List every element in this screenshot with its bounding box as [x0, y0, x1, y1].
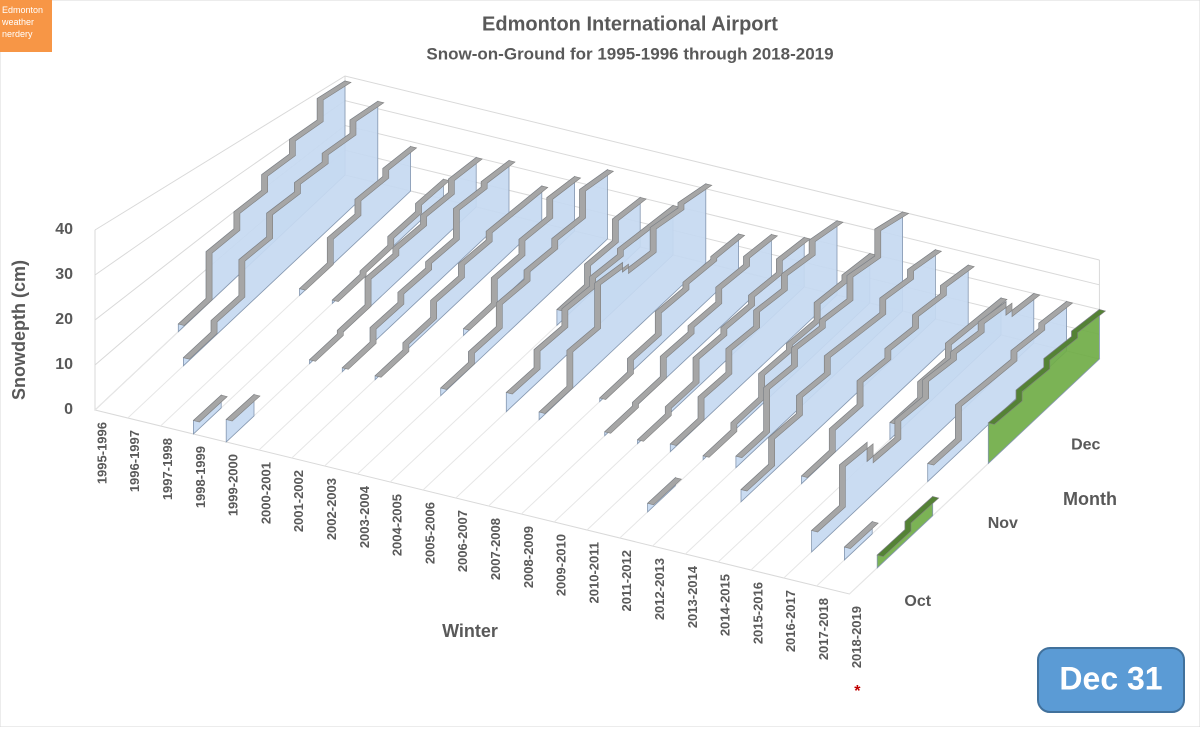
- ribbon-top: [599, 233, 746, 400]
- ribbon-top: [735, 211, 910, 459]
- depth-tick-label: 2003-2004: [357, 485, 372, 548]
- ribbon-top: [440, 169, 615, 390]
- date-badge: [1037, 647, 1185, 713]
- ribbon-top: [308, 157, 483, 362]
- depth-tick-label: 2017-2018: [816, 598, 831, 660]
- chart-title: Edmonton International Airport: [482, 13, 778, 35]
- ribbon-top: [800, 264, 975, 478]
- depth-axis-label: Winter: [442, 621, 498, 641]
- ribbon-top: [987, 309, 1107, 425]
- depth-tick-label: 1998-1999: [193, 446, 208, 508]
- depth-tick-label: 2011-2012: [619, 550, 634, 611]
- ribbon-top: [927, 301, 1074, 466]
- depth-tick-label: 2008-2009: [521, 526, 536, 588]
- depth-tick-label: 2001-2002: [291, 470, 306, 532]
- ribbon-top: [182, 100, 385, 360]
- chart-subtitle: Snow-on-Ground for 1995-1996 through 201…: [426, 44, 833, 63]
- ribbon-top: [740, 249, 943, 492]
- ribbon-top: [225, 394, 261, 422]
- date-badge-text: Dec 31: [1059, 660, 1162, 696]
- depth-tick-label: 2015-2016: [750, 582, 765, 644]
- x-tick-label: Dec: [1071, 437, 1100, 454]
- depth-tick-label: 2006-2007: [455, 510, 470, 572]
- logo-wrap: Edmonton weather nerdery: [2, 5, 44, 39]
- y-tick-label: 40: [55, 221, 73, 238]
- depth-tick-label: 2012-2013: [652, 558, 667, 620]
- x-tick-label: Nov: [988, 515, 1018, 532]
- ribbon-top: [192, 394, 228, 423]
- ribbon-top: [604, 234, 779, 434]
- depth-tick-label: 1995-1996: [94, 422, 109, 484]
- depth-tick-label: 2009-2010: [554, 534, 569, 596]
- y-axis-label: Snowdepth (cm): [9, 260, 29, 400]
- depth-tick-label: 2000-2001: [258, 462, 273, 524]
- ribbon-top: [298, 146, 418, 291]
- ribbon-top: [538, 183, 713, 414]
- y-tick-label: 30: [55, 266, 73, 283]
- depth-tick-label: 1997-1998: [160, 438, 175, 500]
- logo-box: [0, 0, 52, 52]
- ribbon-top: [462, 176, 582, 331]
- depth-tick-label: 1999-2000: [226, 454, 241, 516]
- ribbon-top: [843, 521, 879, 549]
- depth-tick-label: 2013-2014: [685, 565, 700, 628]
- ribbon-top: [669, 220, 844, 446]
- depth-tick-label: 2018-2019: [849, 606, 864, 668]
- ribbon-top: [876, 496, 940, 557]
- x-axis-label: Month: [1063, 489, 1117, 509]
- depth-tick-label: 2005-2006: [422, 502, 437, 564]
- ribbon-top: [374, 185, 549, 378]
- depth-tick-label: 2010-2011: [586, 542, 601, 603]
- depth-tick-label: 2014-2015: [718, 574, 733, 636]
- depth-tick-label: 1996-1997: [127, 430, 142, 492]
- ribbon-top: [646, 477, 683, 506]
- depth-tick-label: 2007-2008: [488, 518, 503, 580]
- y-tick-label: 10: [55, 356, 73, 373]
- y-tick-label: 0: [64, 401, 73, 418]
- ribbon-top: [341, 160, 516, 370]
- logo: Edmonton weather nerdery: [2, 5, 44, 39]
- y-tick-label: 20: [55, 311, 73, 328]
- depth-tick-label: 2002-2003: [324, 478, 339, 540]
- ribbon-top: [177, 80, 352, 326]
- ribbon-top: [810, 293, 1041, 533]
- depth-tick-label: 2004-2005: [390, 494, 405, 556]
- x-tick-label: Oct: [904, 593, 931, 610]
- footnote-marker: *: [854, 683, 861, 700]
- depth-tick-label: 2016-2017: [783, 590, 798, 652]
